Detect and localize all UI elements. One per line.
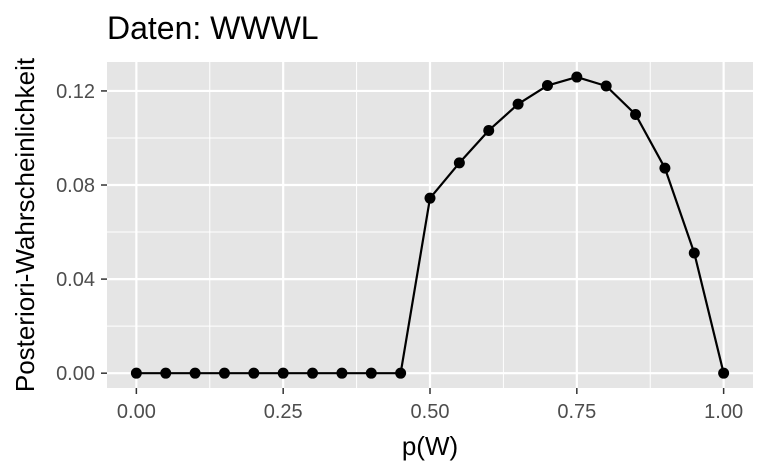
data-point: [277, 367, 289, 379]
y-tick-label: 0.00: [56, 363, 95, 385]
data-point: [395, 367, 407, 379]
y-tick-label: 0.08: [56, 175, 95, 197]
data-point: [453, 157, 465, 169]
data-point: [718, 367, 730, 379]
data-point: [659, 162, 671, 174]
x-axis-title: p(W): [402, 431, 458, 461]
data-point: [630, 108, 642, 120]
data-point: [365, 367, 377, 379]
x-tick-label: 0.75: [557, 401, 596, 423]
data-point: [218, 367, 230, 379]
data-point: [189, 367, 201, 379]
data-point: [541, 80, 553, 92]
data-point: [160, 367, 172, 379]
x-tick-label: 0.50: [411, 401, 450, 423]
grid-major: [107, 62, 753, 388]
y-axis-title: Posteriori-Wahrscheinlichkeit: [10, 57, 40, 392]
x-tick-label: 0.00: [117, 401, 156, 423]
data-point: [336, 367, 348, 379]
data-point: [424, 192, 436, 204]
y-tick-label: 0.04: [56, 269, 95, 291]
y-axis: 0.00 0.04 0.08 0.12: [56, 81, 107, 385]
data-point: [512, 98, 524, 110]
chart-title: Daten: WWWL: [107, 10, 319, 46]
data-point: [248, 367, 260, 379]
data-point: [130, 367, 142, 379]
data-point: [571, 71, 583, 83]
data-points: [130, 71, 730, 379]
data-point: [307, 367, 319, 379]
y-tick-label: 0.12: [56, 81, 95, 103]
data-point: [688, 247, 700, 259]
data-point: [600, 80, 612, 92]
data-point: [483, 124, 495, 136]
x-tick-label: 1.00: [704, 401, 743, 423]
x-axis: 0.00 0.25 0.50 0.75 1.00: [117, 388, 743, 423]
x-tick-label: 0.25: [264, 401, 303, 423]
